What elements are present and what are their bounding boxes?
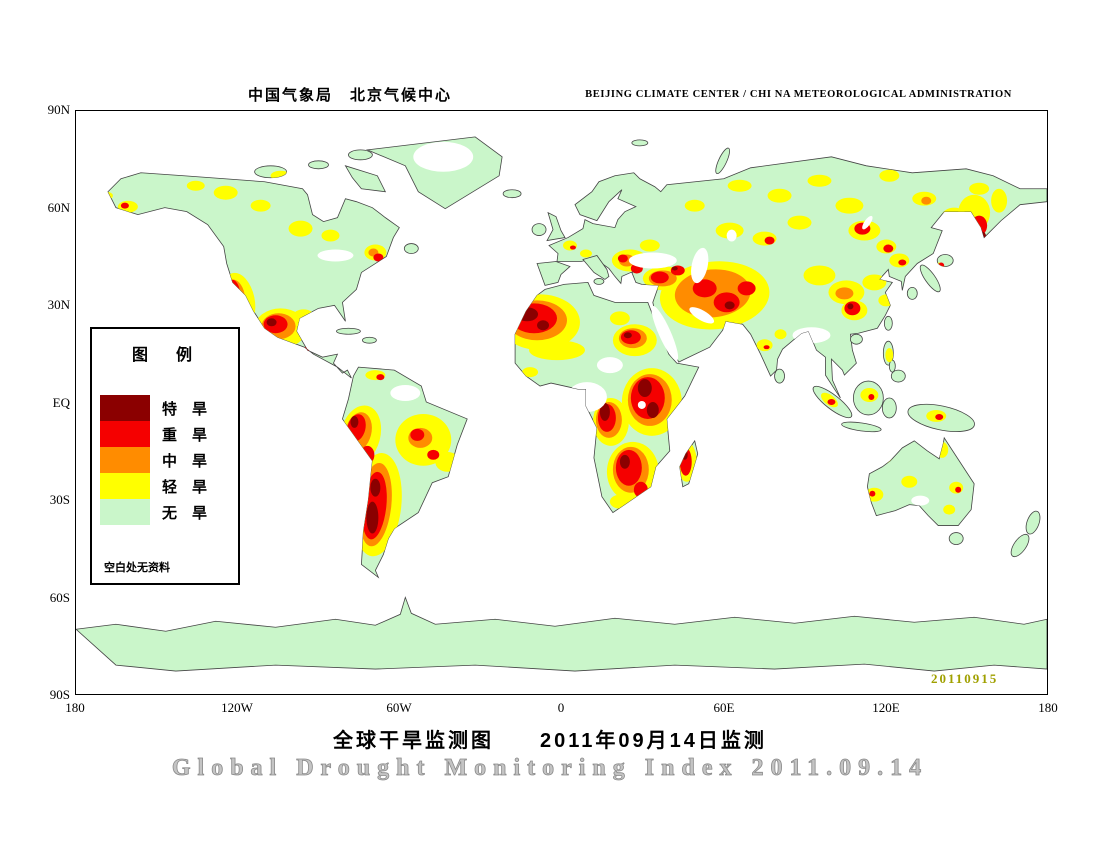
y-axis-label-30s: 30S [49, 492, 70, 507]
legend-swatch-light [100, 473, 150, 499]
legend-swatch-severe [100, 421, 150, 447]
y-axis-label-30n: 30N [47, 297, 70, 312]
legend-label-extreme: 特 旱 [162, 400, 208, 418]
legend-swatch-extreme [100, 395, 150, 421]
y-axis-label-60s: 60S [49, 590, 70, 605]
legend-label-none: 无 旱 [162, 504, 208, 522]
legend-note: 空白处无资料 [104, 562, 170, 574]
world-map-svg [76, 136, 1047, 672]
legend-item-none: 无 旱 [100, 499, 207, 525]
header-title-english: BEIJING CLIMATE CENTER / CHI NA METEOROL… [585, 89, 1012, 100]
y-axis-label-eq: EQ [52, 395, 70, 410]
legend-swatch-none [100, 499, 150, 525]
legend-label-light: 轻 旱 [162, 478, 208, 496]
date-stamp: 20110915 [931, 671, 999, 686]
x-axis-label-180w: 180 [65, 700, 85, 715]
legend-label-moderate: 中 旱 [162, 452, 208, 470]
legend-item-moderate: 中 旱 [100, 447, 207, 473]
legend-rows: 特 旱 重 旱 中 旱 轻 旱 无 旱 [100, 395, 207, 525]
legend-item-severe: 重 旱 [100, 421, 207, 447]
x-axis-label-60w: 60W [386, 700, 412, 715]
x-axis-label-0: 0 [557, 700, 565, 715]
x-axis-label-60e: 60E [713, 700, 735, 715]
legend-label-severe: 重 旱 [162, 426, 208, 444]
legend-swatch-moderate [100, 447, 150, 473]
x-axis-label-180e: 180 [1038, 700, 1058, 715]
header-title-chinese: 中国气象局 北京气候中心 [247, 87, 452, 104]
legend-item-extreme: 特 旱 [100, 395, 207, 421]
page-title-english: Global Drought Monitoring Index 2011.09.… [171, 755, 929, 782]
page-title-chinese: 全球干旱监测图 2011年09月14日监测 [333, 730, 767, 752]
water-layer [317, 215, 873, 409]
y-axis-label-60n: 60N [47, 200, 70, 215]
legend-title: 图 例 [131, 347, 198, 364]
x-axis-label-120w: 120W [221, 700, 253, 715]
legend-item-light: 轻 旱 [100, 473, 207, 499]
y-axis-label-90s: 90S [49, 687, 70, 702]
x-axis-label-120e: 120E [872, 700, 900, 715]
legend-box: 图 例 特 旱 重 旱 中 旱 轻 旱 无 旱 空白处无资料 [90, 327, 240, 585]
y-axis-label-90n: 90N [47, 102, 70, 117]
